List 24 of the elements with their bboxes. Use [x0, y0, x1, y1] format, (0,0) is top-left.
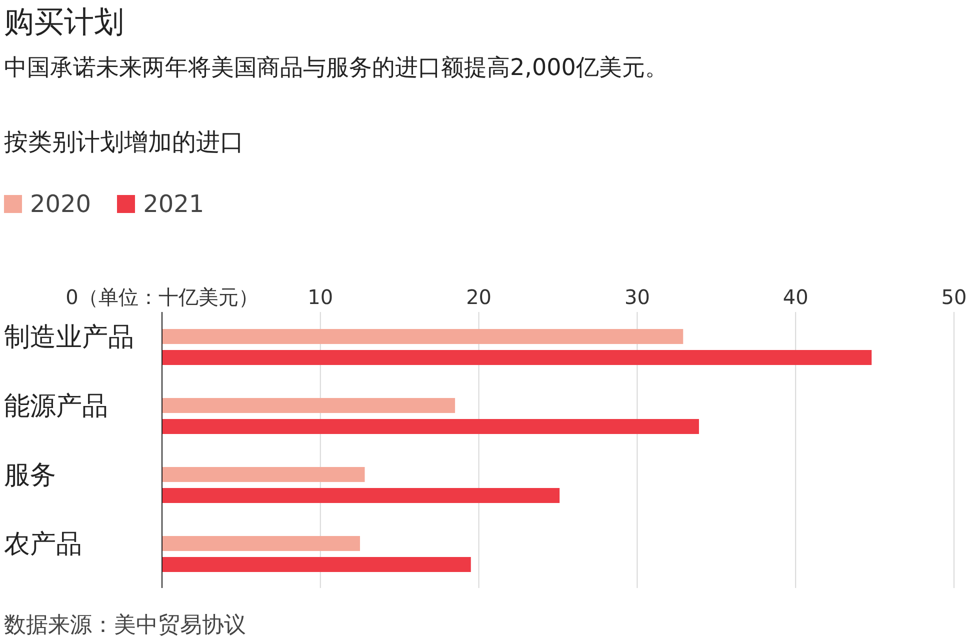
- chart-subtitle: 中国承诺未来两年将美国商品与服务的进口额提高2,000亿美元。: [4, 54, 668, 83]
- bar: [162, 350, 872, 365]
- bar: [162, 419, 699, 434]
- x-tick-label: 50: [941, 285, 967, 309]
- x-tick-label: 0（单位：十亿美元）: [66, 285, 258, 309]
- chart-title: 购买计划: [4, 4, 124, 42]
- legend-label: 2021: [143, 190, 204, 218]
- bar: [162, 398, 456, 413]
- bar: [162, 329, 684, 344]
- x-tick-label: 30: [624, 285, 650, 309]
- bar: [162, 467, 365, 482]
- bar: [162, 557, 471, 572]
- source-note: 数据来源：美中贸易协议: [4, 612, 246, 640]
- bar: [162, 488, 560, 503]
- x-tick-label: 10: [308, 285, 334, 309]
- legend-label: 2020: [30, 190, 92, 218]
- bar: [162, 536, 360, 551]
- y-tick-label: 能源产品: [4, 392, 108, 422]
- x-tick-label: 40: [782, 285, 808, 309]
- x-tick-label: 20: [466, 285, 492, 309]
- y-tick-label: 制造业产品: [4, 322, 134, 353]
- y-tick-label: 农产品: [4, 530, 82, 560]
- text: 按类别计划增加的进口: [4, 127, 244, 158]
- y-tick-label: 服务: [4, 460, 56, 491]
